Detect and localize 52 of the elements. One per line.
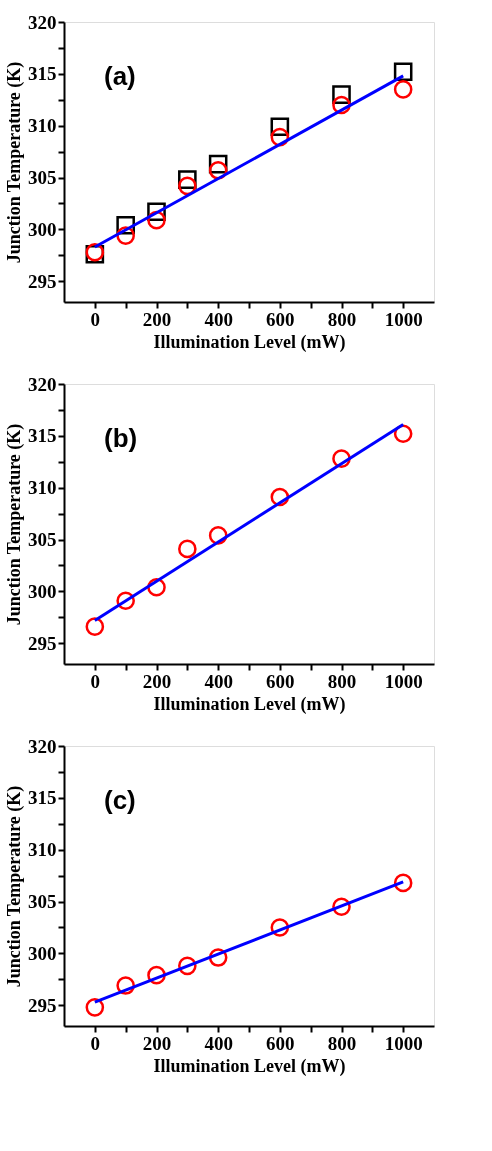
x-tick-label: 400 [204,670,233,692]
x-tick-label: 800 [327,670,357,692]
x-tick-label: 600 [266,308,295,330]
y-tick-label: 305 [28,529,57,551]
x-tick-label: 600 [266,670,295,692]
x-tick-label: 1000 [384,1032,423,1054]
y-axis-title: Junction Temperature (K) [4,61,25,264]
point [393,80,413,99]
y-tick-label: 320 [28,11,57,33]
point [393,62,413,82]
x-tick-label: 200 [142,308,172,330]
y-tick-label: 295 [28,632,57,654]
y-tick-label: 300 [28,218,57,240]
point [393,873,413,893]
y-tick-label: 310 [28,115,57,137]
point [85,617,105,636]
y-tick-label: 300 [28,580,57,602]
y-axis-title: Junction Temperature (K) [4,423,25,626]
annotation: (a) [104,61,136,91]
y-tick-label: 295 [28,994,57,1016]
y-tick-label: 310 [28,839,57,861]
x-axis-title: Illumination Level (mW) [153,693,346,715]
x-axis-title: Illumination Level (mW) [153,331,346,353]
y-tick-label: 315 [28,787,57,809]
x-tick-label: 600 [266,1032,295,1054]
annotation: (c) [104,785,136,815]
y-tick-label: 315 [28,425,57,447]
x-tick-label: 800 [327,1032,357,1054]
x-tick-label: 0 [90,670,101,692]
x-tick-label: 0 [90,1032,101,1054]
y-axis-title: Junction Temperature (K) [4,785,25,988]
y-tick-label: 295 [28,270,57,292]
y-tick-label: 310 [28,477,57,499]
y-tick-label: 320 [28,735,57,757]
x-tick-label: 0 [90,308,101,330]
point [178,956,197,976]
annotation: (b) [104,423,138,453]
y-tick-label: 305 [28,167,57,189]
y-tick-label: 320 [28,373,57,395]
x-tick-label: 400 [204,1032,233,1054]
y-tick-label: 300 [28,942,57,964]
point [85,998,105,1017]
point [178,539,197,559]
y-tick-label: 315 [28,63,57,85]
x-axis-title: Illumination Level (mW) [153,1055,346,1077]
x-tick-label: 800 [327,308,357,330]
x-tick-label: 1000 [384,670,423,692]
x-tick-label: 400 [204,308,233,330]
x-tick-label: 200 [142,1032,172,1054]
x-tick-label: 200 [142,670,172,692]
x-tick-label: 1000 [384,308,423,330]
y-tick-label: 305 [28,891,57,913]
